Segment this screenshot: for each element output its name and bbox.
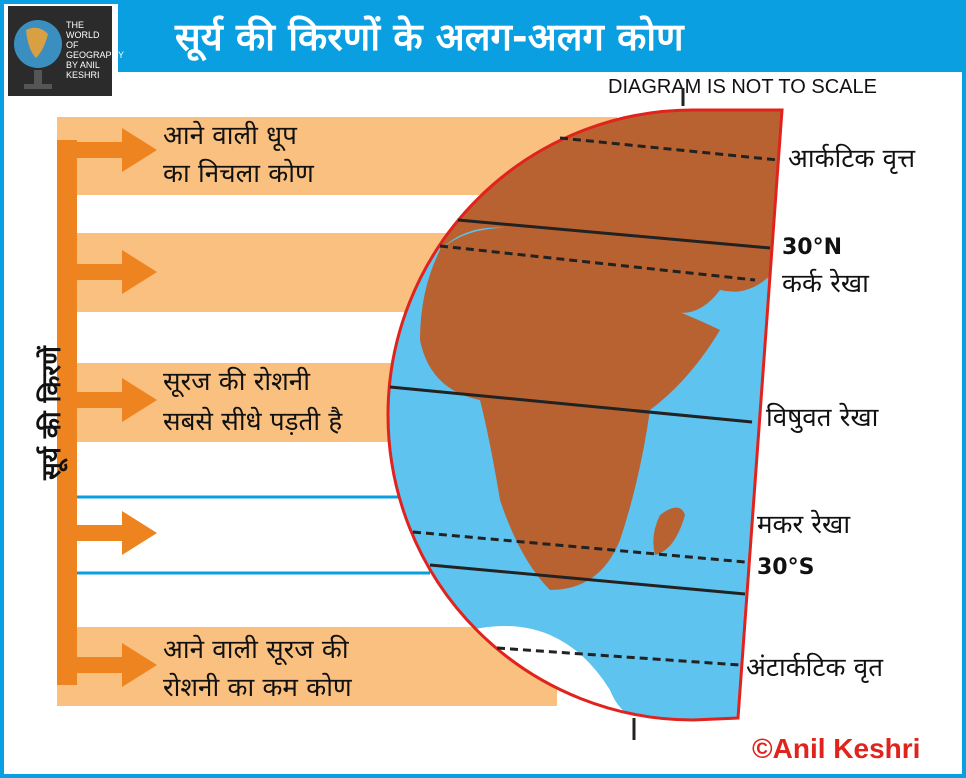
- capricorn-label: मकर रेखा: [757, 510, 851, 540]
- s30-label: 30°S: [757, 555, 815, 580]
- title-banner: [118, 4, 962, 72]
- capricorn-line: [412, 530, 746, 564]
- n30-label: 30°N: [782, 235, 843, 260]
- antarctic-label: अंटार्कटिक वृत: [746, 653, 884, 683]
- s30-line: [429, 563, 746, 596]
- cancer-line: [439, 244, 756, 282]
- cancer-label: कर्क रेखा: [782, 269, 869, 299]
- rays-label: सूर्य की किरणें: [37, 346, 67, 480]
- page-title: सूर्य की किरणों के अलग-अलग कोण: [175, 15, 684, 59]
- arrow-icon: [77, 128, 157, 172]
- band-middle-line1: सूरज की रोशनी: [163, 367, 310, 397]
- equator-label: विषुवत रेखा: [766, 403, 879, 433]
- land-africa: [420, 227, 720, 590]
- band-bottom-line1: आने वाली सूरज की: [163, 635, 349, 665]
- logo: THE WORLD OF GEOGRAPHY BY ANIL KESHRI: [6, 4, 124, 98]
- arrow-icon: [77, 378, 157, 422]
- arrow-icon: [77, 643, 157, 687]
- band-middle-line2: सबसे सीधे पड़ती है: [163, 407, 343, 437]
- logo-text: THE WORLD OF GEOGRAPHY BY ANIL KESHRI: [66, 20, 124, 80]
- n30-line: [457, 218, 771, 250]
- antarctic-line: [496, 646, 741, 667]
- band-bottom-line2: रोशनी का कम कोण: [163, 673, 352, 703]
- copyright: ©Anil Keshri: [752, 733, 921, 764]
- scale-note: DIAGRAM IS NOT TO SCALE: [608, 76, 877, 98]
- arrow-icon: [77, 250, 157, 294]
- globe-outline: [386, 108, 784, 722]
- arctic-line: [559, 136, 779, 162]
- land-madagascar: [653, 507, 685, 555]
- equator-line: [389, 385, 753, 424]
- band-top-line1: आने वाली धूप: [163, 121, 297, 151]
- band-top-line2: का निचला कोण: [163, 159, 314, 189]
- latitude-lines: [389, 88, 779, 740]
- arrows: [77, 128, 157, 687]
- arrow-icon: [77, 511, 157, 555]
- arctic-label: आर्कटिक वृत्त: [788, 144, 916, 174]
- land-europe-asia: [439, 110, 782, 313]
- ray-trunk: [57, 140, 77, 685]
- globe-logo-icon: [14, 20, 62, 89]
